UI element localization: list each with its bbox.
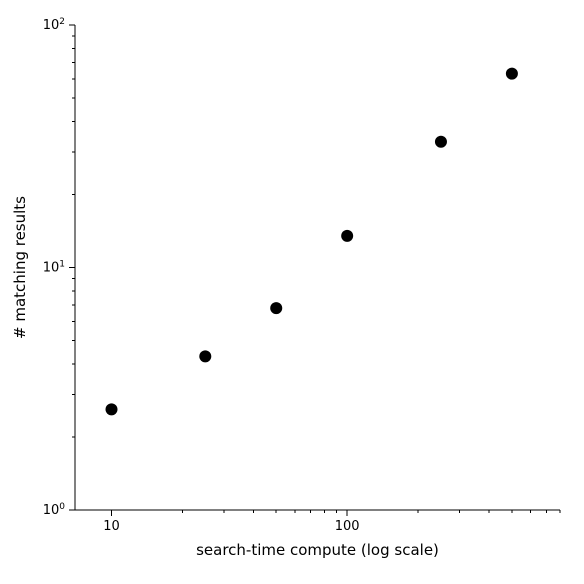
data-point — [106, 403, 118, 415]
chart-svg: 10 100 100 101 102 search-time compute (log s… — [0, 0, 584, 584]
y-tick-label: 100 — [43, 502, 66, 518]
data-point — [506, 68, 518, 80]
data-point — [435, 136, 447, 148]
x-tick-label: 10 — [103, 519, 120, 534]
data-point — [341, 230, 353, 242]
y-tick-label: 102 — [43, 17, 65, 33]
x-axis-label: search-time compute (log scale) — [196, 541, 439, 559]
scatter-chart: 10 100 100 101 102 search-time compute (log s… — [0, 0, 584, 584]
y-axis-label: # matching results — [11, 196, 29, 339]
data-point — [270, 302, 282, 314]
data-point — [199, 350, 211, 362]
x-tick-label: 100 — [335, 519, 360, 534]
y-tick-label: 101 — [43, 260, 65, 276]
